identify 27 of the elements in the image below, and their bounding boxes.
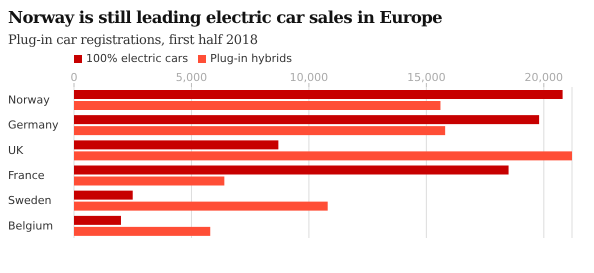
legend-label: Plug-in hybrids: [210, 52, 292, 65]
bar: [74, 176, 224, 186]
y-tick-label: France: [8, 168, 45, 182]
chart-subtitle: Plug-in car registrations, first half 2018: [8, 33, 259, 48]
bar: [74, 115, 540, 124]
bar: [74, 151, 572, 160]
y-tick-label: Norway: [8, 93, 50, 106]
x-tick-label: 15,000: [407, 71, 446, 84]
bar: [74, 202, 328, 211]
x-tick-label: 0: [70, 71, 78, 84]
y-tick-label: UK: [8, 144, 24, 157]
y-tick-label: Belgium: [8, 219, 54, 232]
bar: [74, 90, 563, 99]
bar: [74, 216, 121, 225]
x-tick-label: 20,000: [524, 71, 564, 84]
bar: [74, 166, 509, 174]
bar: [74, 190, 133, 200]
bar: [74, 101, 440, 110]
bar: [74, 126, 446, 136]
bar: [74, 226, 210, 236]
y-tick-label: Sweden: [8, 194, 52, 208]
legend-label: 100% electric cars: [86, 52, 188, 65]
x-tick-label: 5,000: [176, 71, 208, 84]
bar: [74, 140, 278, 150]
y-tick-label: Germany: [8, 118, 60, 132]
chart-title: Norway is still leading electric car sales in Europe: [8, 8, 444, 27]
x-tick-label: 10,000: [290, 71, 328, 84]
